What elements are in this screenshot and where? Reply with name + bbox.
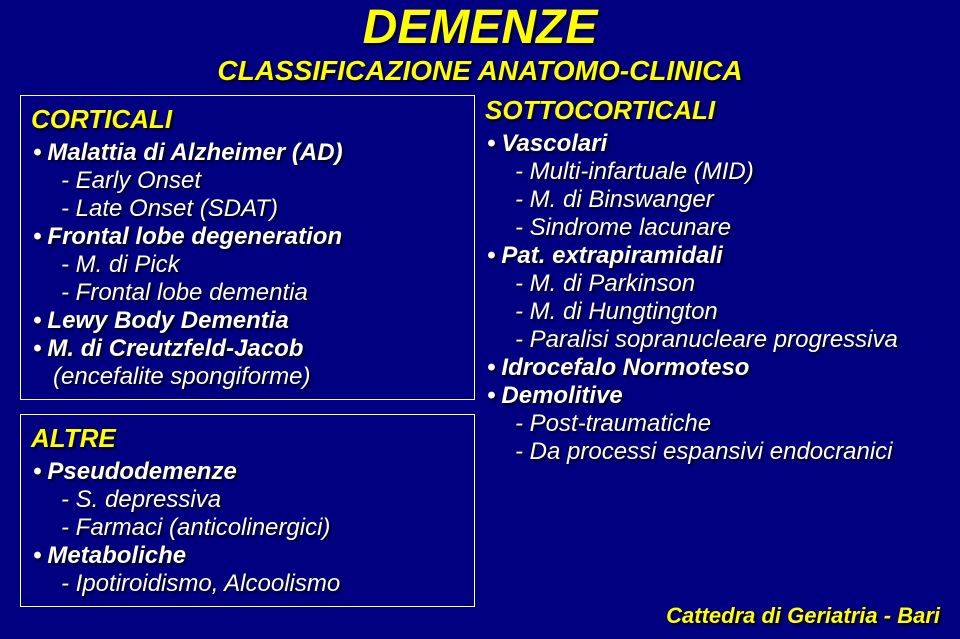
bullet-icon: • — [33, 542, 41, 570]
list-subitem: - M. di Hungtington — [485, 298, 940, 326]
list-item: •Frontal lobe degeneration — [31, 223, 464, 251]
footer-credit: Cattedra di Geriatria - Bari — [666, 603, 940, 629]
content-columns: CORTICALI •Malattia di Alzheimer (AD)- E… — [0, 87, 960, 621]
list-subitem: - Late Onset (SDAT) — [31, 195, 464, 223]
list-item-label: Lewy Body Dementia — [47, 307, 288, 335]
bullet-icon: • — [487, 382, 495, 410]
corticali-title: CORTICALI — [31, 104, 464, 135]
list-item-label: Demolitive — [501, 382, 622, 410]
list-item-label: Idrocefalo Normoteso — [501, 354, 749, 382]
list-item-label: Metaboliche — [47, 542, 186, 570]
bullet-icon: • — [487, 354, 495, 382]
list-subitem: - Frontal lobe dementia — [31, 279, 464, 307]
list-subitem: - M. di Pick — [31, 251, 464, 279]
list-item: •Idrocefalo Normoteso — [485, 354, 940, 382]
slide-subtitle: CLASSIFICAZIONE ANATOMO-CLINICA — [0, 55, 960, 87]
list-item: •Vascolari — [485, 130, 940, 158]
list-subitem: - Multi-infartuale (MID) — [485, 158, 940, 186]
list-item-label: Pat. extrapiramidali — [501, 242, 722, 270]
altre-title: ALTRE — [31, 423, 464, 454]
list-item: •Metaboliche — [31, 542, 464, 570]
list-subitem: - Ipotiroidismo, Alcoolismo — [31, 570, 464, 598]
left-column: CORTICALI •Malattia di Alzheimer (AD)- E… — [20, 95, 475, 621]
bullet-icon: • — [33, 223, 41, 251]
bullet-icon: • — [487, 130, 495, 158]
list-subitem: - S. depressiva — [31, 486, 464, 514]
list-subitem: - Early Onset — [31, 167, 464, 195]
altre-list: •Pseudodemenze- S. depressiva- Farmaci (… — [31, 458, 464, 598]
bullet-icon: • — [33, 307, 41, 335]
right-column: SOTTOCORTICALI •Vascolari- Multi-infartu… — [485, 95, 940, 621]
list-item: •Malattia di Alzheimer (AD) — [31, 139, 464, 167]
list-subitem: (encefalite spongiforme) — [31, 363, 464, 391]
list-subitem: - M. di Binswanger — [485, 186, 940, 214]
bullet-icon: • — [33, 335, 41, 363]
list-subitem: - M. di Parkinson — [485, 270, 940, 298]
list-item-label: Frontal lobe degeneration — [47, 223, 342, 251]
sottocorticali-list: •Vascolari- Multi-infartuale (MID)- M. d… — [485, 130, 940, 466]
list-subitem: - Farmaci (anticolinergici) — [31, 514, 464, 542]
bullet-icon: • — [33, 458, 41, 486]
list-item-label: Pseudodemenze — [47, 458, 236, 486]
list-subitem: - Post-traumatiche — [485, 410, 940, 438]
corticali-box: CORTICALI •Malattia di Alzheimer (AD)- E… — [20, 95, 475, 400]
list-item-label: Malattia di Alzheimer (AD) — [47, 139, 342, 167]
list-item: •M. di Creutzfeld-Jacob — [31, 335, 464, 363]
list-subitem: - Sindrome lacunare — [485, 214, 940, 242]
list-item: •Pseudodemenze — [31, 458, 464, 486]
list-item-label: M. di Creutzfeld-Jacob — [47, 335, 303, 363]
corticali-list: •Malattia di Alzheimer (AD)- Early Onset… — [31, 139, 464, 391]
list-item-label: Vascolari — [501, 130, 607, 158]
bullet-icon: • — [33, 139, 41, 167]
list-item: •Lewy Body Dementia — [31, 307, 464, 335]
sottocorticali-title: SOTTOCORTICALI — [485, 95, 940, 126]
bullet-icon: • — [487, 242, 495, 270]
list-subitem: - Da processi espansivi endocranici — [485, 438, 940, 466]
altre-box: ALTRE •Pseudodemenze- S. depressiva- Far… — [20, 414, 475, 607]
list-item: •Pat. extrapiramidali — [485, 242, 940, 270]
list-item: •Demolitive — [485, 382, 940, 410]
list-subitem: - Paralisi sopranucleare progressiva — [485, 326, 940, 354]
slide-title: DEMENZE — [0, 0, 960, 55]
